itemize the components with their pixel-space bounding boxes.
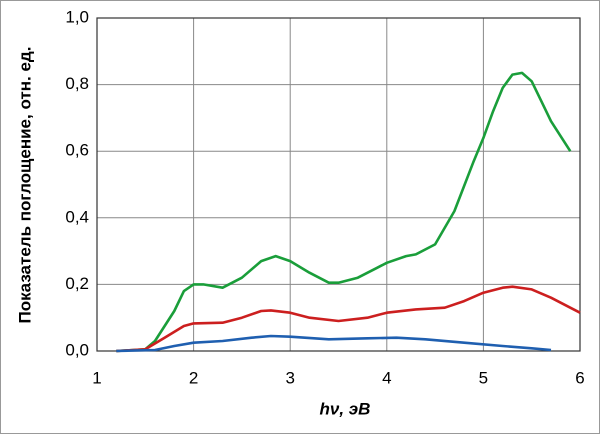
y-tick-label: 0,2 bbox=[65, 274, 89, 293]
y-tick-label: 0,6 bbox=[65, 141, 89, 160]
y-tick-label: 0,8 bbox=[65, 74, 89, 93]
data-line bbox=[116, 71, 572, 353]
y-tick-label: 0,0 bbox=[65, 340, 89, 359]
x-axis-label: hν, эВ bbox=[320, 399, 371, 418]
x-tick-label: 3 bbox=[285, 368, 294, 387]
x-tick-label: 4 bbox=[382, 368, 391, 387]
y-tick-label: 1,0 bbox=[65, 7, 89, 26]
y-tick-label: 0,4 bbox=[65, 207, 89, 226]
x-tick-label: 1 bbox=[92, 368, 101, 387]
data-line bbox=[116, 285, 581, 353]
x-tick-label: 5 bbox=[479, 368, 488, 387]
data-line bbox=[116, 334, 552, 353]
y-axis-label: Показатель поглощение, отн. ед. bbox=[15, 47, 34, 324]
x-tick-label: 6 bbox=[575, 368, 584, 387]
x-tick-label: 2 bbox=[189, 368, 198, 387]
plot-frame bbox=[96, 17, 581, 352]
